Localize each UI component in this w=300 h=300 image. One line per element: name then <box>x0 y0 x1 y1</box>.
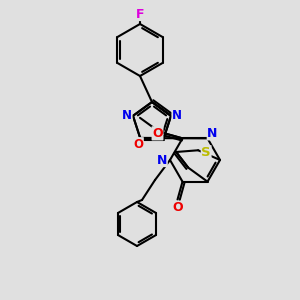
Text: N: N <box>172 109 182 122</box>
Text: N: N <box>207 127 218 140</box>
Text: N: N <box>122 109 132 122</box>
Text: N: N <box>157 154 167 166</box>
Text: O: O <box>152 127 163 140</box>
Text: O: O <box>133 138 143 151</box>
Text: F: F <box>136 8 144 20</box>
Text: O: O <box>172 201 183 214</box>
Text: S: S <box>201 146 211 159</box>
